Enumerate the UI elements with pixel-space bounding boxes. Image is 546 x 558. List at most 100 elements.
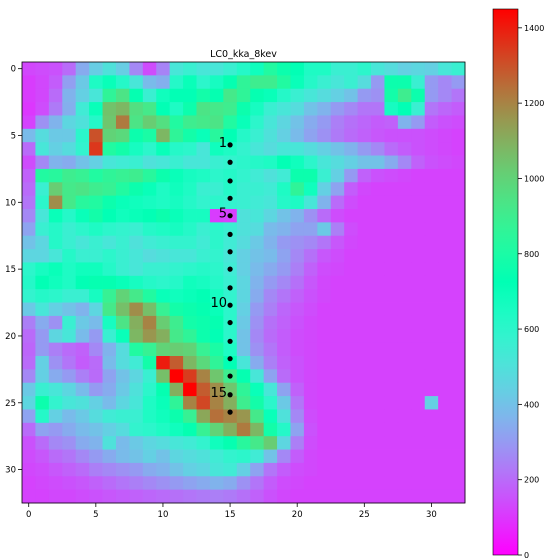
heatmap-cell — [209, 329, 224, 344]
heatmap-cell — [397, 396, 412, 410]
heatmap-cell — [290, 462, 305, 477]
heatmap-cell — [75, 356, 90, 370]
heatmap-cell — [142, 195, 157, 210]
heatmap-cell — [196, 462, 211, 477]
heatmap-cell — [357, 315, 372, 330]
heatmap-cell — [384, 62, 399, 76]
heatmap-cell — [22, 262, 36, 277]
heatmap-cell — [277, 289, 291, 303]
heatmap-cell — [263, 289, 278, 303]
heatmap-cell — [183, 115, 197, 130]
heatmap-cell — [330, 88, 345, 103]
heatmap-cell — [317, 436, 332, 450]
heatmap-cell — [48, 249, 63, 263]
heatmap-cell — [48, 329, 63, 344]
heatmap-cell — [303, 382, 318, 397]
heatmap-cell — [250, 489, 265, 504]
heatmap-cell — [290, 209, 305, 223]
heatmap-cell — [89, 302, 103, 317]
heatmap-cell — [357, 476, 372, 491]
heatmap-cell — [317, 315, 332, 330]
heatmap-cell — [169, 128, 184, 143]
heatmap-cell — [102, 88, 117, 103]
heatmap-cell — [290, 476, 305, 491]
heatmap-cell — [129, 409, 144, 424]
heatmap-cell — [142, 289, 157, 303]
heatmap-cell — [115, 209, 130, 223]
heatmap-cell — [75, 235, 90, 250]
heatmap-cell — [263, 209, 278, 223]
heatmap-cell — [371, 329, 385, 344]
x-tick-label: 20 — [292, 510, 303, 520]
heatmap-cell — [35, 168, 50, 183]
heatmap-cell — [169, 409, 184, 424]
heatmap-cell — [303, 302, 318, 317]
heatmap-cell — [142, 356, 157, 370]
heatmap-cell — [169, 436, 184, 450]
heatmap-cell — [209, 62, 224, 76]
heatmap-cell — [102, 476, 117, 491]
heatmap-cell — [102, 409, 117, 424]
heatmap-cell — [129, 302, 144, 317]
heatmap-cell — [196, 209, 211, 223]
heatmap-cell — [277, 422, 291, 437]
heatmap-cell — [129, 102, 144, 116]
heatmap-cell — [102, 168, 117, 183]
heatmap-cell — [330, 102, 345, 116]
heatmap-cell — [35, 275, 50, 290]
heatmap-cell — [35, 102, 50, 116]
heatmap-cell — [48, 302, 63, 317]
heatmap-cell — [89, 315, 103, 330]
heatmap-cell — [142, 449, 157, 464]
heatmap-cell — [196, 356, 211, 370]
heatmap-cell — [371, 262, 385, 277]
heatmap-cell — [290, 235, 305, 250]
heatmap-cell — [209, 396, 224, 410]
heatmap-cell — [330, 315, 345, 330]
heatmap-cell — [344, 249, 358, 263]
heatmap-cell — [357, 396, 372, 410]
heatmap-cell — [250, 356, 265, 370]
heatmap-cell — [183, 476, 197, 491]
heatmap-cell — [451, 275, 466, 290]
heatmap-cell — [169, 382, 184, 397]
heatmap-cell — [317, 128, 332, 143]
heatmap-cell — [303, 235, 318, 250]
heatmap-cell — [277, 142, 291, 156]
heatmap-cell — [357, 115, 372, 130]
heatmap-cell — [344, 235, 358, 250]
heatmap-cell — [317, 449, 332, 464]
heatmap-cell — [411, 369, 426, 384]
heatmap-cell — [223, 356, 238, 370]
heatmap-cell — [397, 489, 412, 504]
heatmap-cell — [250, 128, 265, 143]
heatmap-cell — [22, 382, 36, 397]
heatmap-cell — [115, 128, 130, 143]
sample-point — [227, 392, 233, 398]
heatmap-cell — [209, 195, 224, 210]
heatmap-cell — [48, 382, 63, 397]
heatmap-cell — [438, 115, 452, 130]
heatmap-cell — [330, 75, 345, 90]
heatmap-cell — [156, 262, 171, 277]
heatmap-cell — [115, 182, 130, 197]
heatmap-cell — [102, 369, 117, 384]
heatmap-cell — [303, 62, 318, 76]
heatmap-cell — [357, 489, 372, 504]
heatmap-cell — [196, 275, 211, 290]
heatmap-cell — [424, 342, 439, 357]
heatmap-cell — [35, 222, 50, 237]
heatmap-cell — [371, 369, 385, 384]
heatmap-cell — [22, 88, 36, 103]
heatmap-cell — [209, 449, 224, 464]
heatmap-cell — [384, 249, 399, 263]
heatmap-cell — [371, 102, 385, 116]
heatmap-cell — [290, 315, 305, 330]
heatmap-cell — [142, 209, 157, 223]
heatmap-cell — [317, 396, 332, 410]
heatmap-cell — [424, 409, 439, 424]
heatmap-cell — [451, 315, 466, 330]
heatmap-cell — [236, 195, 251, 210]
heatmap-cell — [183, 209, 197, 223]
